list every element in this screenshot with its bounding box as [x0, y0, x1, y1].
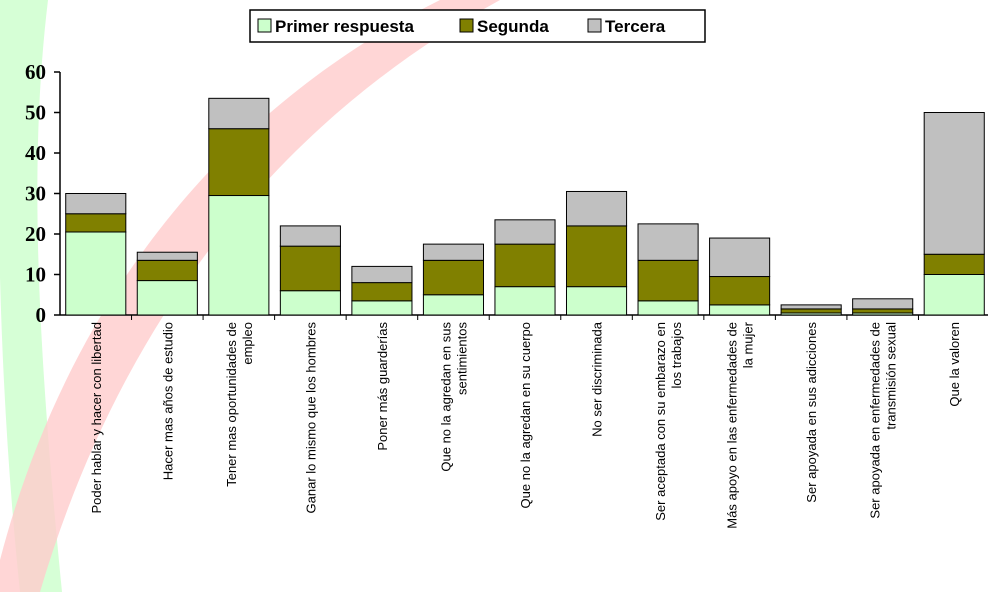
- legend-label: Tercera: [605, 17, 666, 36]
- legend-swatch: [257, 18, 272, 33]
- x-tick-label: Más apoyo en las enfermedades dela mujer: [725, 321, 756, 528]
- label-line: Que la valoren: [947, 322, 962, 407]
- x-tick-label: Tener mas oportunidades deempleo: [224, 322, 255, 487]
- x-tick-label: Poder hablar y hacer con libertad: [89, 322, 104, 514]
- bar-segment: [65, 213, 127, 233]
- x-tick-label: No ser discriminada: [590, 321, 605, 437]
- bar-segment: [565, 225, 628, 288]
- label-line: Tener mas oportunidades de: [224, 322, 239, 487]
- x-tick-label: Que no la agredan en sussentimientos: [438, 322, 469, 472]
- bar-segment: [637, 300, 699, 316]
- bar-segment: [351, 265, 413, 284]
- label-line: Ser apoyada en enfermedades de: [868, 322, 883, 519]
- bar-segment: [494, 286, 556, 316]
- bar-segment: [565, 286, 628, 316]
- bar-segment: [208, 97, 270, 130]
- bar-segment: [637, 259, 699, 302]
- bar-segment: [923, 112, 985, 255]
- y-tick-label: 20: [25, 222, 46, 246]
- background-arc: [0, 0, 500, 592]
- bar-segment: [709, 304, 771, 316]
- bar-segment: [279, 245, 341, 292]
- bar-segment: [923, 253, 985, 275]
- bar-segment: [351, 300, 413, 316]
- legend-swatch: [587, 18, 602, 33]
- label-line: Ser apoyada en sus adicciones: [804, 322, 819, 503]
- x-tick-label: Ser apoyada en sus adicciones: [804, 322, 819, 503]
- bar-segment: [852, 308, 914, 314]
- bar-segment: [923, 274, 985, 316]
- x-tick-label: Que la valoren: [947, 322, 962, 407]
- legend-swatch: [459, 18, 474, 33]
- y-tick-label: 30: [25, 182, 46, 206]
- x-tick-label: Ser apoyada en enfermedades detransmisió…: [868, 322, 899, 519]
- bar-segment: [637, 223, 699, 261]
- bar-segment: [422, 243, 485, 261]
- bar-segment: [136, 280, 198, 316]
- label-line: los trabajos: [669, 322, 684, 389]
- y-tick-label: 50: [25, 101, 46, 125]
- label-line: Que no la agredan en su cuerpo: [518, 322, 533, 508]
- bar-segment: [422, 294, 485, 316]
- bar-segment: [351, 282, 413, 302]
- y-tick-label: 0: [36, 303, 47, 327]
- label-line: Hacer mas años de estudio: [160, 322, 175, 480]
- bar-segment: [279, 290, 341, 316]
- label-line: sentimientos: [454, 322, 469, 395]
- x-tick-label: Hacer mas años de estudio: [160, 322, 175, 480]
- label-line: Poder hablar y hacer con libertad: [89, 322, 104, 514]
- x-tick-label: Ser aceptada con su embarazo enlos traba…: [653, 322, 684, 521]
- label-line: empleo: [240, 322, 255, 365]
- bar-segment: [565, 190, 628, 227]
- bar-segment: [709, 237, 771, 278]
- label-line: Ganar lo mismo que los hombres: [303, 322, 318, 514]
- bar-segment: [208, 128, 270, 197]
- x-tick-label: Poner más guarderías: [375, 322, 390, 451]
- bar-segment: [709, 276, 771, 306]
- bar-segment: [65, 193, 127, 215]
- label-line: Poner más guarderías: [375, 322, 390, 451]
- bar-segment: [136, 251, 198, 261]
- y-tick-label: 60: [25, 60, 46, 84]
- label-line: transmisión sexual: [884, 322, 899, 430]
- bar-segment: [852, 298, 914, 310]
- bar-segment: [494, 243, 556, 288]
- label-line: la mujer: [741, 321, 756, 368]
- label-line: Que no la agredan en sus: [438, 322, 453, 472]
- legend-box: [249, 9, 706, 43]
- bar-segment: [422, 259, 485, 296]
- bar-segment: [494, 219, 556, 245]
- y-tick-label: 40: [25, 141, 46, 165]
- bar-segment: [780, 304, 842, 310]
- legend-label: Primer respuesta: [275, 17, 414, 36]
- bar-segment: [780, 308, 842, 314]
- y-tick-label: 10: [25, 263, 46, 287]
- label-line: No ser discriminada: [590, 321, 605, 437]
- bar-segment: [208, 195, 270, 316]
- bar-segment: [136, 259, 198, 282]
- bar-segment: [65, 231, 127, 316]
- x-tick-label: Que no la agredan en su cuerpo: [518, 322, 533, 508]
- x-tick-label: Ganar lo mismo que los hombres: [303, 322, 318, 514]
- label-line: Ser aceptada con su embarazo en: [653, 322, 668, 521]
- bar-segment: [279, 225, 341, 247]
- label-line: Más apoyo en las enfermedades de: [725, 322, 740, 529]
- legend-label: Segunda: [477, 17, 549, 36]
